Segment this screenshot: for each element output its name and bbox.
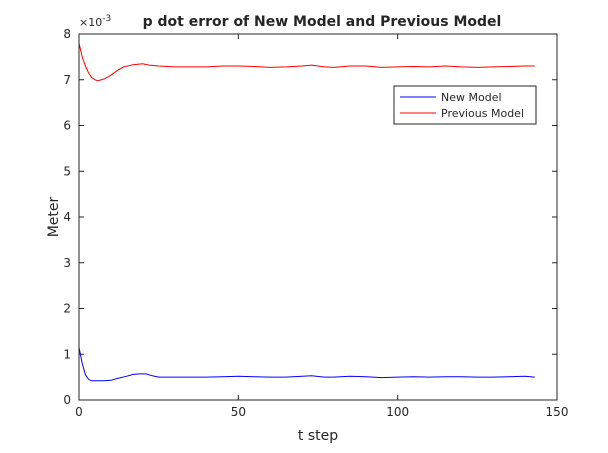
series-line-new-model	[78, 347, 535, 382]
y-tick-label: 1	[63, 347, 71, 361]
legend: New Model Previous Model	[393, 85, 537, 125]
x-tick-label: 0	[75, 405, 83, 419]
y-tick-label: 2	[63, 302, 71, 316]
x-axis-label: t step	[298, 428, 338, 444]
x-tick-label: 100	[386, 405, 409, 419]
y-tick-label: 7	[63, 73, 71, 87]
series-line-previous-model	[78, 43, 535, 82]
y-tick-label: 3	[63, 256, 71, 270]
y-exponent-power: -3	[102, 14, 111, 24]
legend-box	[393, 85, 537, 125]
y-tick-label: 4	[63, 210, 71, 224]
legend-label-new-model: New Model	[441, 91, 502, 104]
y-tick-label: 0	[63, 393, 71, 407]
y-tick-label: 8	[63, 27, 71, 41]
y-exponent-base: ×10	[79, 16, 102, 29]
y-exponent-label: ×10-3	[79, 14, 111, 29]
ticks-layer: 0 50 100 150 0 1 2 3 4 5 6 7 8	[63, 27, 568, 419]
y-tick-label: 5	[63, 164, 71, 178]
chart-title: p dot error of New Model and Previous Mo…	[143, 14, 502, 30]
y-tick-label: 6	[63, 119, 71, 133]
series-layer	[78, 43, 535, 382]
x-tick-label: 50	[231, 405, 246, 419]
legend-label-previous-model: Previous Model	[441, 107, 524, 120]
x-tick-label: 150	[546, 405, 569, 419]
y-axis-label: Meter	[46, 196, 62, 237]
